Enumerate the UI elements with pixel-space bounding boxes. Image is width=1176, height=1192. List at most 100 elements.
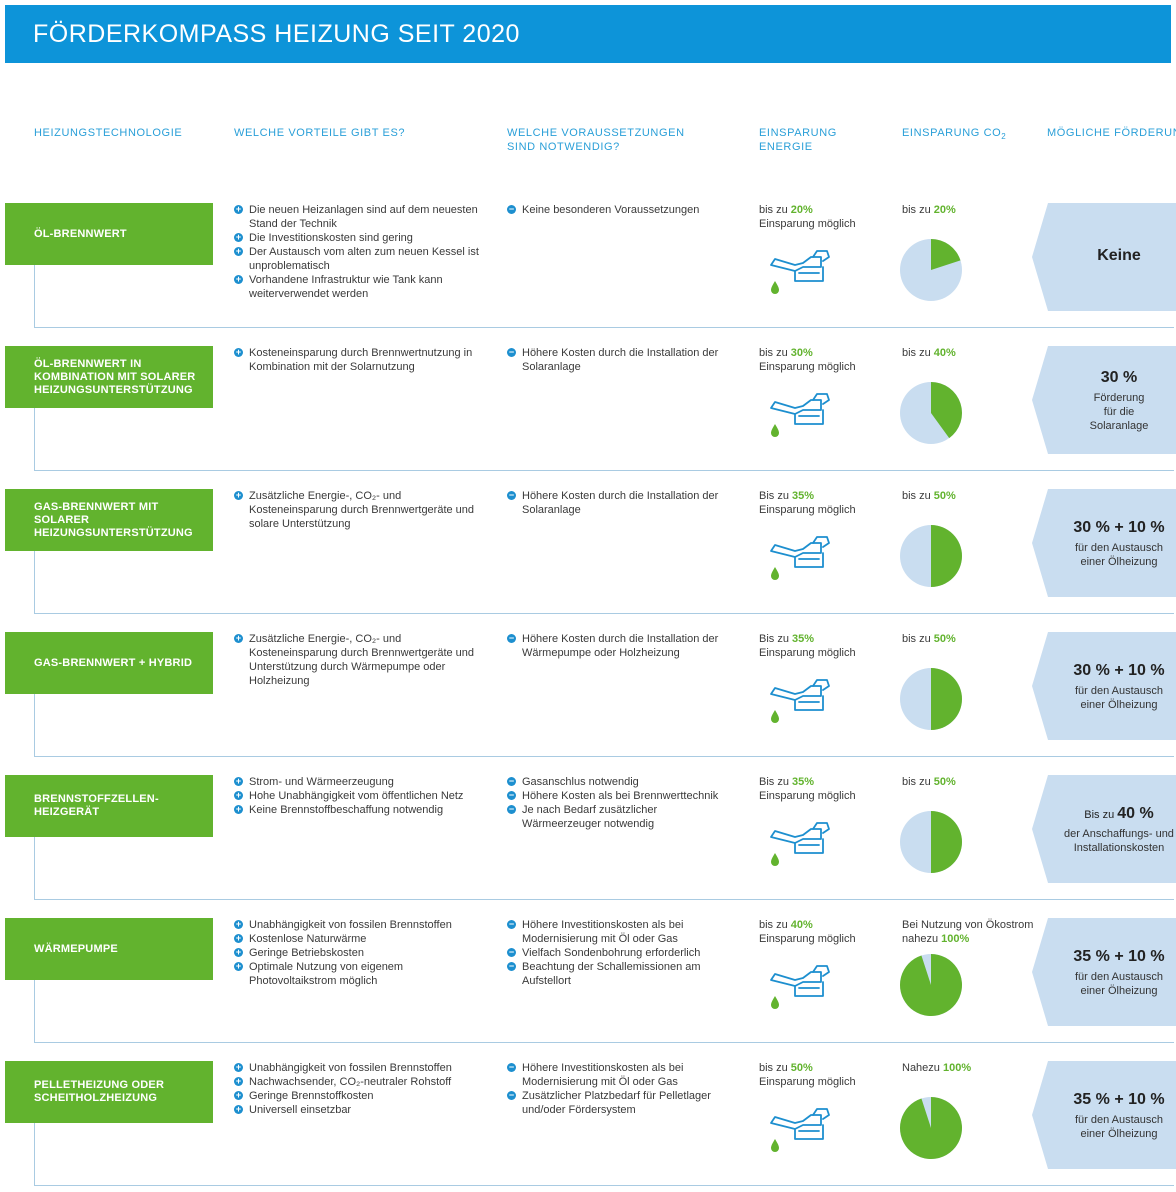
row-divider-vertical [34,398,35,471]
funding-value: 30 % + 10 % [1073,661,1165,679]
plus-icon: + [234,961,243,971]
co2-pie-chart [900,668,962,730]
minus-icon: − [507,490,516,500]
co2-percent: 100% [941,933,970,945]
row-divider-horizontal [34,756,1174,757]
minus-icon: − [507,204,516,214]
funding-value: 30 % + 10 % [1073,518,1165,536]
oil-can-icon [770,393,830,437]
technology-row: WÄRMEPUMPE + Unabhängigkeit von fossilen … [0,918,1176,1061]
co2-prefix: bis zu [902,347,934,359]
advantage-item: + Geringe Brennstoffkosten [234,1089,484,1103]
energy-suffix: Einsparung möglich [759,361,856,373]
minus-icon: − [507,804,516,814]
funding-box: 30 % + 10 % für den Austausch einer Ölhe… [1032,489,1176,597]
co2-prefix: Nahezu [902,1062,943,1074]
plus-icon: + [234,490,243,500]
header-banner: FÖRDERKOMPASS HEIZUNG SEIT 2020 [5,5,1171,63]
energy-suffix: Einsparung möglich [759,647,856,659]
energy-saving: bis zu 20% Einsparung möglich [759,203,856,231]
plus-icon: + [234,933,243,943]
advantages-list: + Kosteneinsparung durch Brennwertnutzung… [234,346,484,374]
requirement-item: − Je nach Bedarf zusätzlicher Wärmeerzeug… [507,803,737,831]
minus-icon: − [507,1062,516,1072]
co2-prefix: bis zu [902,204,934,216]
funding-value: 30 % [1100,368,1138,386]
co2-prefix: bis zu [902,633,934,645]
plus-icon: + [234,790,243,800]
co2-header-text: EINSPARUNG CO [902,127,1002,139]
advantage-item: + Nachwachsender, CO₂-neutraler Rohstoff [234,1075,484,1089]
plus-icon: + [234,204,243,214]
funding-content: Keine [1062,203,1176,311]
requirement-text: Zusätzlicher Platzbedarf für Pelletlager… [522,1090,711,1116]
funding-amount: 35 % + 10 % [1073,947,1164,968]
funding-amount: 30 % + 10 % [1073,518,1164,539]
funding-description: für den Austausch einer Ölheizung [1074,970,1164,997]
energy-percent: 20% [790,204,813,216]
co2-percent: 40% [933,347,956,359]
technology-name: WÄRMEPUMPE [34,942,118,955]
energy-saving: bis zu 40% Einsparung möglich [759,918,856,946]
pie-slice-co2-saving [931,382,962,439]
co2-saving: Nahezu 100% [902,1061,1042,1075]
requirement-text: Höhere Investitionskosten als bei Modern… [522,1062,684,1088]
row-divider-vertical [34,684,35,757]
funding-content: Bis zu 40 % der Anschaffungs- und Instal… [1062,775,1176,883]
pie-slice-co2-saving [900,954,962,1016]
funding-description: der Anschaffungs- und Installationskoste… [1064,827,1174,854]
co2-pie-chart [900,954,962,1016]
plus-icon: + [234,919,243,929]
advantage-item: + Unabhängigkeit von fossilen Brennstoffe… [234,1061,484,1075]
funding-box: 30 % + 10 % für den Austausch einer Ölhe… [1032,632,1176,740]
requirement-item: − Höhere Investitionskosten als bei Moder… [507,918,737,946]
energy-saving: Bis zu 35% Einsparung möglich [759,775,856,803]
plus-icon: + [234,232,243,242]
minus-icon: − [507,347,516,357]
advantages-list: + Unabhängigkeit von fossilen Brennstoffe… [234,1061,484,1117]
funding-arrow-shape [1032,632,1176,740]
pie-slice-co2-saving [931,811,962,873]
requirements-list: − Keine besonderen Voraussetzungen [507,203,737,217]
advantage-item: + Der Austausch vom alten zum neuen Kesse… [234,245,484,273]
funding-amount: 30 % [1101,368,1137,389]
requirements-list: − Höhere Investitionskosten als bei Moder… [507,918,737,988]
technology-row: PELLETHEIZUNG ODER SCHEITHOLZHEIZUNG + Un… [0,1061,1176,1192]
advantage-item: + Hohe Unabhängigkeit vom öffentlichen Ne… [234,789,484,803]
advantages-list: + Strom- und Wärmeerzeugung + Hohe Unabhäng… [234,775,484,817]
requirement-item: − Höhere Kosten durch die Installation de… [507,632,737,660]
technology-row: GAS-BRENNWERT + HYBRID + Zusätzliche Ener… [0,632,1176,775]
pie-slice-co2-saving [900,1097,962,1159]
energy-percent: 35% [792,776,815,788]
advantage-item: + Unabhängigkeit von fossilen Brennstoffe… [234,918,484,932]
minus-icon: − [507,947,516,957]
funding-value: 35 % + 10 % [1073,1090,1165,1108]
advantage-text: Der Austausch vom alten zum neuen Kessel… [249,246,479,272]
energy-prefix: Bis zu [759,490,793,502]
requirement-text: Gasanschlus notwendig [522,776,639,788]
co2-percent: 100% [942,1062,972,1074]
advantages-list: + Die neuen Heizanlagen sind auf dem neue… [234,203,484,301]
funding-arrow-shape [1032,918,1176,1026]
funding-content: 35 % + 10 % für den Austausch einer Ölhe… [1062,918,1176,1026]
requirements-list: − Höhere Kosten durch die Installation de… [507,346,737,374]
column-header-co2: EINSPARUNG CO2 [902,126,1006,144]
advantage-item: + Keine Brennstoffbeschaffung notwendig [234,803,484,817]
funding-box: 35 % + 10 % für den Austausch einer Ölhe… [1032,1061,1176,1169]
advantage-text: Universell einsetzbar [249,1104,352,1116]
row-divider-vertical [34,827,35,900]
row-divider-vertical [34,970,35,1043]
advantage-item: + Zusätzliche Energie-, CO₂- und Kostenei… [234,489,484,531]
minus-icon: − [507,919,516,929]
technology-name: PELLETHEIZUNG ODER SCHEITHOLZHEIZUNG [34,1079,165,1104]
advantages-list: + Zusätzliche Energie-, CO₂- und Kostenei… [234,489,484,531]
advantage-text: Die Investitionskosten sind gering [249,232,413,244]
advantage-text: Unabhängigkeit von fossilen Brennstoffen [249,919,452,931]
funding-description: Förderung für die Solaranlage [1089,391,1149,432]
advantage-text: Die neuen Heizanlagen sind auf dem neues… [249,204,478,230]
requirement-text: Je nach Bedarf zusätzlicher Wärmeerzeuge… [522,804,658,830]
energy-prefix: bis zu [759,1062,791,1074]
row-divider-horizontal [34,1042,1174,1043]
advantage-text: Optimale Nutzung von eigenem Photovoltai… [249,961,404,987]
row-divider-vertical [34,255,35,328]
